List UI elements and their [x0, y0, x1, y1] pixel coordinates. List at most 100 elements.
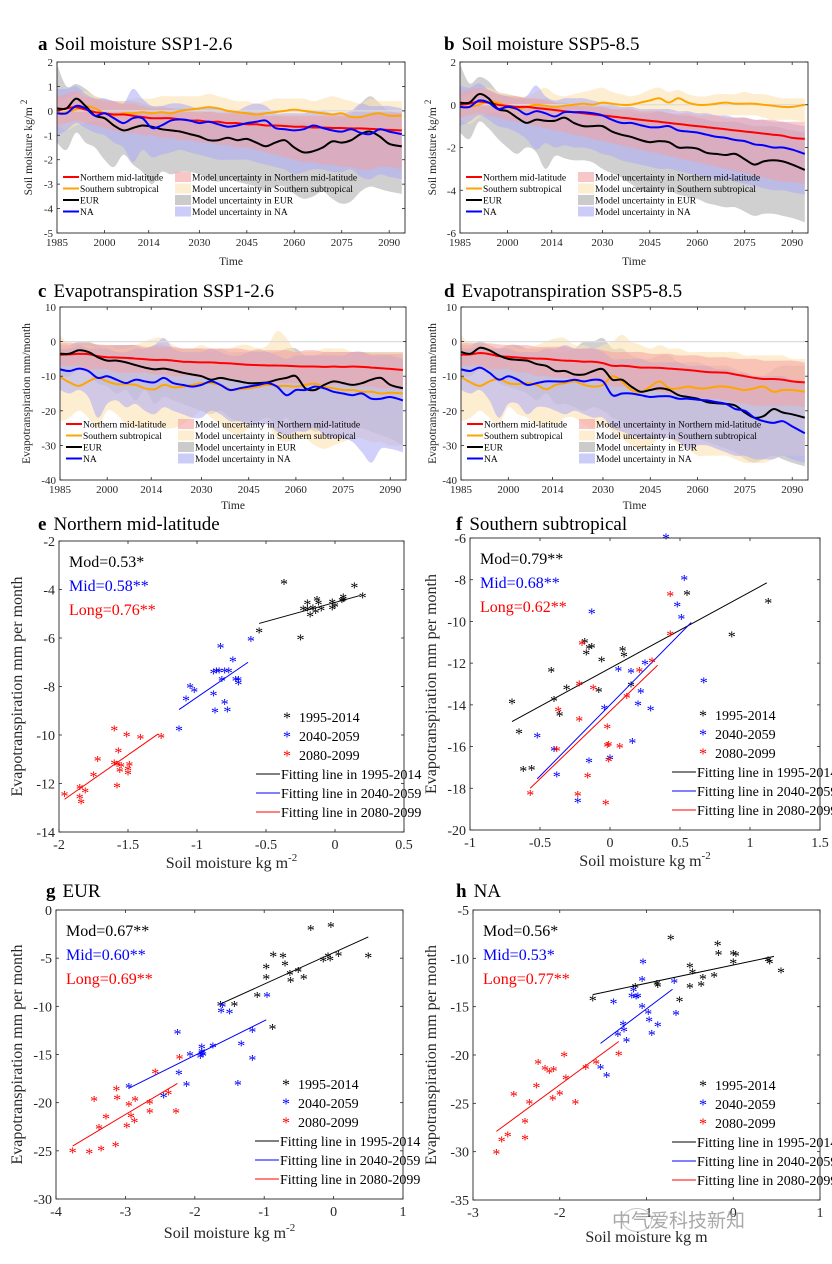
x-axis-label: Soil moisture kg m-2: [166, 852, 297, 872]
scatter-point: *: [645, 1014, 653, 1031]
scatter-point: *: [294, 965, 302, 982]
panel-title: f Southern subtropical: [456, 514, 627, 535]
scatter-point: *: [667, 932, 675, 949]
series-line-eur: [60, 349, 404, 392]
scatter-point: *: [574, 795, 582, 812]
scatter-point: *: [225, 665, 233, 682]
panel-letter: g: [46, 881, 56, 902]
scatter-point: *: [130, 1115, 138, 1132]
scatter-point: *: [588, 641, 596, 658]
x-tick-label: -1: [464, 836, 476, 851]
scatter-point: *: [616, 741, 624, 758]
scatter-point: *: [662, 531, 670, 548]
scatter-point: *: [600, 702, 608, 719]
x-tick-label: 2014: [541, 484, 564, 496]
scatter-point: *: [628, 990, 636, 1007]
legend-label: NA: [483, 208, 497, 218]
scatter-point: *: [614, 663, 622, 680]
legend-marker: *: [699, 1078, 707, 1095]
legend-band-swatch: [178, 453, 194, 464]
y-tick-label: -10: [36, 729, 55, 744]
scatter-point: *: [319, 954, 327, 971]
legend-label: Model uncertainty in NA: [192, 208, 288, 218]
scatter-point: *: [364, 950, 372, 967]
scatter-point: *: [328, 602, 336, 619]
x-tick-label: 0: [332, 838, 339, 853]
y-tick-label: -20: [442, 406, 457, 418]
legend-label: Fitting line in 2040-2059: [280, 1154, 420, 1169]
legend-marker: *: [282, 1077, 290, 1094]
scatter-point: *: [136, 732, 144, 749]
y-tick-label: -10: [450, 952, 469, 967]
legend-label: Model uncertainty in Northern mid-latitu…: [192, 174, 357, 184]
x-axis-label-sup: -2: [702, 850, 711, 862]
scatter-point: *: [299, 603, 307, 620]
series-line-northern-mid-latitude: [60, 352, 403, 371]
scatter-point: *: [634, 990, 642, 1007]
scatter-point: *: [562, 1072, 570, 1089]
x-tick-label: 2075: [734, 484, 757, 496]
scatter-point: *: [638, 974, 646, 991]
x-tick-label: -4: [50, 1205, 62, 1220]
panel-title: d Evapotranspiration SSP5-8.5: [444, 281, 682, 302]
scatter-point: *: [615, 1048, 623, 1065]
scatter-point: *: [326, 953, 334, 970]
x-tick-label: 2060: [686, 237, 709, 249]
scatter-point: *: [654, 1019, 662, 1036]
legend-label: Northern mid-latitude: [484, 421, 567, 431]
x-tick-label: 2090: [781, 237, 804, 249]
scatter-point: *: [248, 1024, 256, 1041]
scatter-point: *: [262, 971, 270, 988]
legend-label: Model uncertainty in Northern mid-latitu…: [595, 174, 760, 184]
series-line-northern-mid-latitude: [57, 106, 402, 132]
scatter-point: *: [76, 781, 84, 798]
x-axis-label: Time: [623, 500, 647, 512]
scatter-point: *: [700, 675, 708, 692]
scatter-point: *: [602, 797, 610, 814]
scatter-point: *: [198, 1046, 206, 1063]
legend-band-swatch: [178, 430, 194, 441]
scatter-point: *: [595, 684, 603, 701]
scatter-point: *: [160, 1090, 168, 1107]
x-tick-label: 2014: [541, 237, 564, 249]
scatter-point: *: [309, 602, 317, 619]
x-tick-label: 2090: [379, 484, 402, 496]
scatter-point: *: [634, 698, 642, 715]
scatter-point: *: [631, 980, 639, 997]
scatter-point: *: [210, 666, 218, 683]
scatter-point: *: [297, 632, 305, 649]
x-tick-label: 2045: [639, 237, 662, 249]
scatter-point: *: [331, 599, 339, 616]
scatter-point: *: [97, 1143, 105, 1160]
plot-area: [460, 64, 808, 223]
scatter-point: *: [173, 1026, 181, 1043]
scatter-point: *: [545, 1065, 553, 1082]
x-tick-label: 0: [607, 836, 614, 851]
fit-line-2080-2099: [64, 733, 159, 800]
scatter-point: *: [209, 1040, 217, 1057]
scatter-point: *: [123, 1120, 131, 1137]
legend-band-swatch: [178, 419, 194, 429]
scatter-point: *: [654, 979, 662, 996]
legend-label: Fitting line in 1995-2014: [280, 1135, 420, 1150]
legend-marker: *: [283, 710, 291, 727]
x-tick-label: -1: [258, 1205, 270, 1220]
scatter-point: *: [673, 599, 681, 616]
scatter-point: *: [123, 729, 131, 746]
legend-label: NA: [83, 455, 97, 465]
x-tick-label: 0.5: [395, 838, 413, 853]
scatter-point: *: [248, 1052, 256, 1069]
legend-label: 2040-2059: [715, 728, 776, 743]
x-tick-label: 1: [747, 836, 754, 851]
y-tick-label: 0: [452, 337, 458, 349]
scatter-point: *: [728, 629, 736, 646]
y-tick-label: -5: [44, 228, 54, 240]
scatter-point: *: [359, 590, 367, 607]
legend-label: 2080-2099: [299, 749, 360, 764]
y-tick-label: -16: [447, 741, 466, 756]
panel-letter: e: [38, 514, 46, 535]
scatter-point: *: [541, 1063, 549, 1080]
series-line-northern-mid-latitude: [461, 351, 805, 384]
plot-area: ****************************************…: [69, 919, 373, 1162]
scatter-point: *: [582, 647, 590, 664]
